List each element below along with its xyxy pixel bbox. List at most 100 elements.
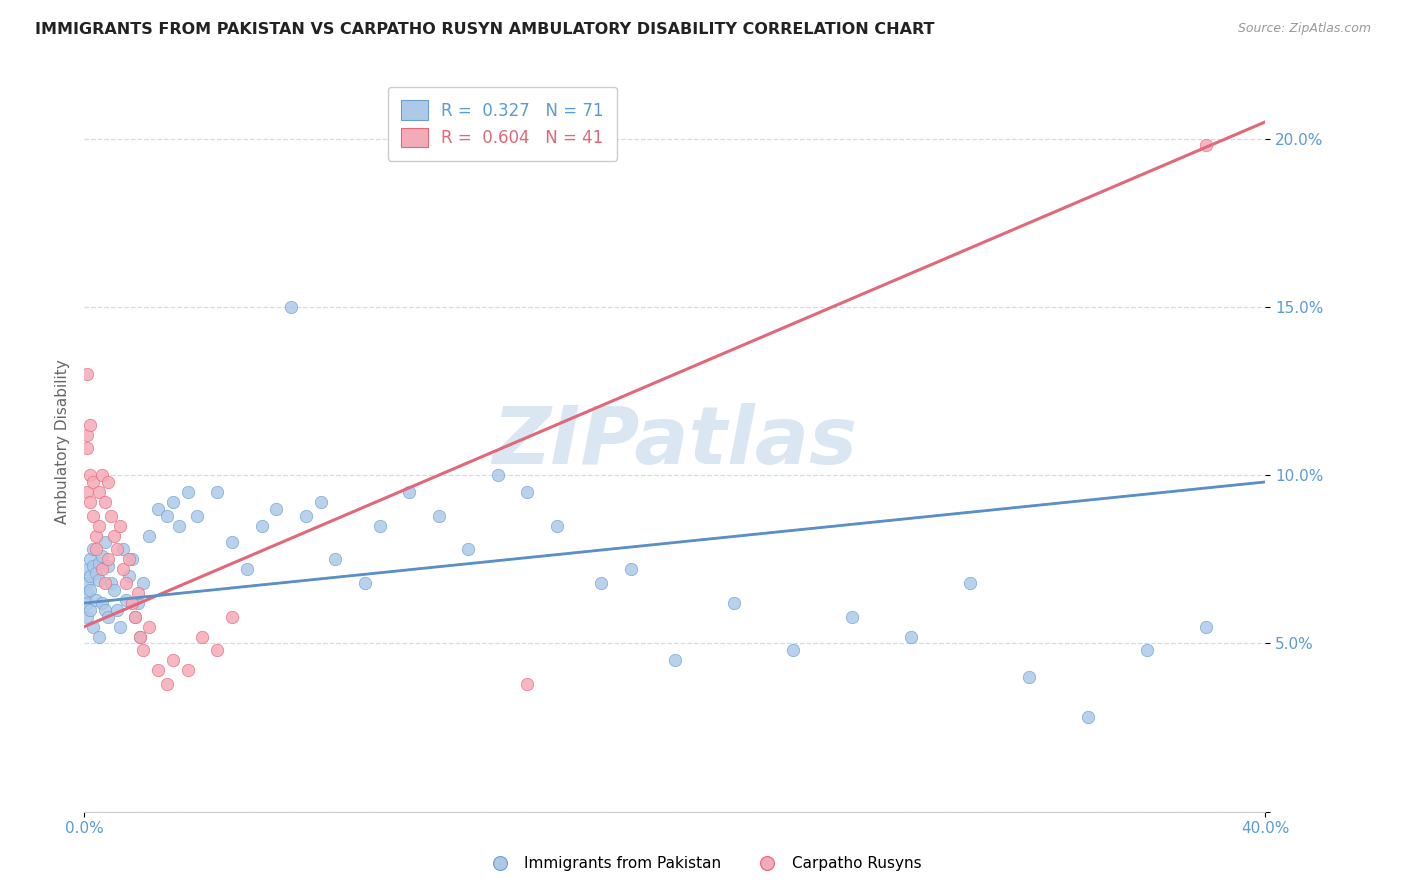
Point <box>280 300 302 314</box>
Legend: R =  0.327   N = 71, R =  0.604   N = 41: R = 0.327 N = 71, R = 0.604 N = 41 <box>388 87 617 161</box>
Point <box>76 562 98 576</box>
Point <box>97 475 120 489</box>
Text: Source: ZipAtlas.com: Source: ZipAtlas.com <box>1237 22 1371 36</box>
Point <box>546 518 568 533</box>
Point <box>79 582 101 597</box>
Point <box>124 609 146 624</box>
Point <box>368 518 391 533</box>
Point <box>79 569 101 583</box>
Point <box>1018 670 1040 684</box>
Point <box>82 508 104 523</box>
Point <box>91 549 114 563</box>
Point <box>84 542 107 557</box>
Point <box>398 485 420 500</box>
Point <box>132 643 155 657</box>
Point <box>486 468 509 483</box>
Point <box>114 592 136 607</box>
Point <box>76 586 98 600</box>
Point <box>76 368 98 382</box>
Point <box>76 427 98 442</box>
Point <box>900 630 922 644</box>
Point <box>148 501 170 516</box>
Point <box>186 508 208 523</box>
Point <box>91 596 114 610</box>
Point <box>76 442 98 456</box>
Point <box>162 653 184 667</box>
Point <box>427 508 450 523</box>
Point <box>84 529 107 543</box>
Point <box>620 562 643 576</box>
Point <box>177 664 200 678</box>
Point <box>108 518 131 533</box>
Point <box>94 495 117 509</box>
Point <box>127 586 149 600</box>
Point <box>94 535 117 549</box>
Point <box>325 552 347 566</box>
Point <box>959 575 981 590</box>
Point <box>84 566 107 580</box>
Point <box>191 630 214 644</box>
Point <box>111 542 134 557</box>
Point <box>1077 710 1099 724</box>
Legend: Immigrants from Pakistan, Carpatho Rusyns: Immigrants from Pakistan, Carpatho Rusyn… <box>478 850 928 877</box>
Point <box>94 575 117 590</box>
Point <box>121 596 143 610</box>
Point <box>76 609 98 624</box>
Point <box>87 518 111 533</box>
Point <box>309 495 332 509</box>
Point <box>221 609 243 624</box>
Point <box>87 630 111 644</box>
Point <box>82 619 104 633</box>
Text: IMMIGRANTS FROM PAKISTAN VS CARPATHO RUSYN AMBULATORY DISABILITY CORRELATION CHA: IMMIGRANTS FROM PAKISTAN VS CARPATHO RUS… <box>35 22 935 37</box>
Point <box>207 485 229 500</box>
Point <box>207 643 229 657</box>
Point <box>221 535 243 549</box>
Point <box>782 643 804 657</box>
Point <box>105 603 128 617</box>
Point <box>167 518 190 533</box>
Point <box>457 542 479 557</box>
Point <box>97 609 120 624</box>
Point <box>127 596 149 610</box>
Point <box>354 575 377 590</box>
Point <box>82 542 104 557</box>
Point <box>132 575 155 590</box>
Y-axis label: Ambulatory Disability: Ambulatory Disability <box>55 359 70 524</box>
Point <box>664 653 686 667</box>
Point <box>94 603 117 617</box>
Point <box>129 630 152 644</box>
Point <box>105 542 128 557</box>
Point <box>129 630 152 644</box>
Text: ZIPatlas: ZIPatlas <box>492 402 858 481</box>
Point <box>79 495 101 509</box>
Point <box>236 562 259 576</box>
Point <box>841 609 863 624</box>
Point <box>79 603 101 617</box>
Point <box>177 485 200 500</box>
Point <box>138 529 160 543</box>
Point <box>516 677 538 691</box>
Point <box>87 556 111 570</box>
Point <box>1195 619 1218 633</box>
Point <box>103 582 125 597</box>
Point <box>1195 138 1218 153</box>
Point <box>111 562 134 576</box>
Point <box>76 485 98 500</box>
Point <box>118 552 141 566</box>
Point <box>124 609 146 624</box>
Point <box>591 575 613 590</box>
Point <box>91 562 114 576</box>
Point <box>97 552 120 566</box>
Point <box>723 596 745 610</box>
Point <box>121 552 143 566</box>
Point <box>156 508 179 523</box>
Point <box>295 508 318 523</box>
Point <box>97 559 120 574</box>
Point <box>87 573 111 587</box>
Point <box>82 559 104 574</box>
Point <box>138 619 160 633</box>
Point <box>108 619 131 633</box>
Point <box>114 575 136 590</box>
Point <box>266 501 288 516</box>
Point <box>87 485 111 500</box>
